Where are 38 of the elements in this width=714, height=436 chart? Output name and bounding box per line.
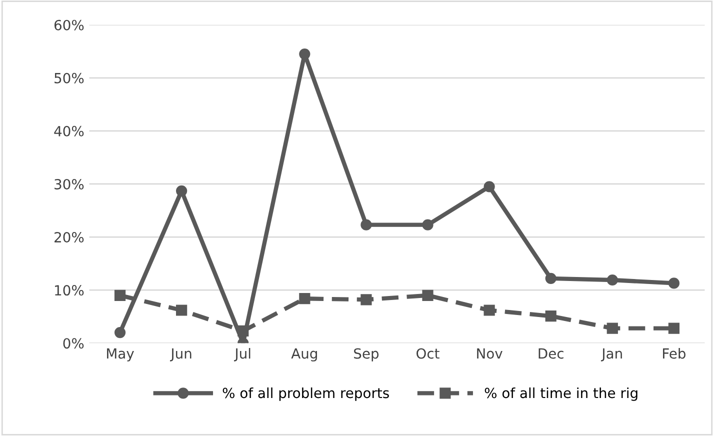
y-tick-label: 20%	[54, 232, 84, 243]
point	[238, 325, 249, 336]
point	[606, 322, 618, 334]
y-tick-label: 40%	[54, 126, 84, 136]
legend-label: % of all time in the rig	[484, 387, 638, 401]
point	[422, 219, 434, 230]
point	[545, 272, 556, 284]
y-tick-label: 30%	[54, 178, 84, 190]
point	[422, 290, 434, 301]
x-tick-label: Feb	[663, 348, 686, 359]
x-tick-label: Oct	[416, 348, 440, 359]
point	[484, 304, 495, 316]
point	[360, 219, 372, 230]
x-tick-label: Jan	[600, 348, 622, 362]
point	[299, 48, 310, 60]
point	[299, 293, 310, 304]
point	[360, 294, 372, 306]
x-tick-label: Dec	[538, 348, 564, 359]
point	[176, 304, 188, 316]
x-tick-label: Jul	[234, 348, 250, 362]
legend-label: % of all problem reports	[222, 387, 389, 401]
point	[545, 310, 556, 322]
point	[606, 274, 618, 286]
y-tick-label: 10%	[55, 285, 84, 296]
point	[114, 290, 126, 301]
x-tick-label: Aug	[291, 348, 317, 362]
point	[668, 278, 680, 289]
y-tick-label: 60%	[54, 20, 84, 30]
x-tick-label: Nov	[477, 348, 502, 359]
point	[114, 326, 126, 338]
point	[176, 185, 188, 196]
x-tick-label: Jun	[170, 348, 192, 362]
y-tick-label: 50%	[54, 72, 84, 84]
x-tick-label: Sep	[354, 348, 379, 362]
point	[668, 322, 680, 334]
y-tick-label: 0%	[63, 338, 84, 349]
point	[484, 181, 495, 192]
x-tick-label: May	[107, 348, 134, 362]
